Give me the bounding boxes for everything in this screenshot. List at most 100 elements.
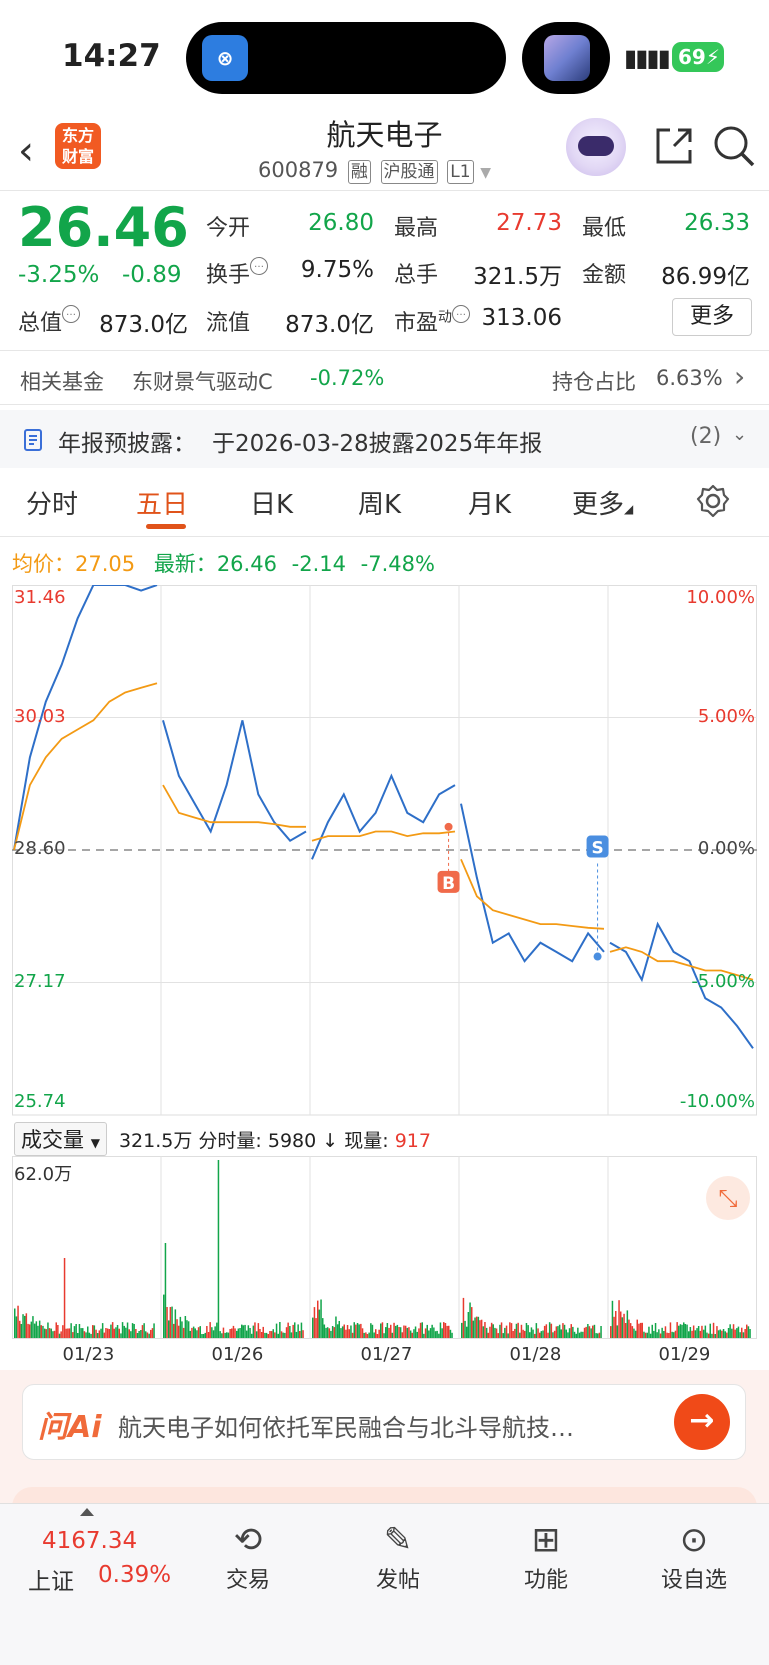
nav-post[interactable]: ✎ 发帖 (348, 1518, 448, 1594)
volume-bar (507, 1333, 509, 1338)
low-label: 最低 (582, 216, 627, 241)
nav-watchlist[interactable]: ⊙ 设自选 (644, 1518, 744, 1594)
trade-icon: ⟲ (233, 1520, 263, 1560)
volume-chart[interactable] (12, 1156, 757, 1340)
expand-up-icon[interactable] (80, 1508, 94, 1516)
volume-bar (727, 1328, 730, 1338)
volume-bar (63, 1258, 66, 1338)
expand-icon[interactable]: ⤡ (706, 1176, 750, 1220)
volume-bar (153, 1323, 155, 1338)
change-value: -0.89 (122, 262, 182, 288)
volume-bar (702, 1329, 705, 1338)
volume-bar (553, 1330, 556, 1338)
turnover-label[interactable]: 换手… (206, 257, 269, 289)
volume-bar (126, 1322, 129, 1338)
volume-bar (644, 1332, 647, 1338)
volume-bar (15, 1316, 18, 1338)
volume-bar (358, 1324, 360, 1338)
volume-bar (345, 1329, 347, 1338)
ai-suggestion-text[interactable]: 航天电子如何依托军民融合与北斗导航技… (118, 1414, 574, 1442)
index-value[interactable]: 4167.34 (42, 1528, 138, 1554)
volume-bar (388, 1327, 390, 1338)
volume-bar (692, 1325, 695, 1338)
tab-weekly-k[interactable]: 周K (358, 490, 402, 520)
price-chart[interactable]: BS (12, 585, 757, 1117)
annual-report-row[interactable]: 年报预披露： 于2026-03-28披露2025年年报 (2) ⌄ (0, 410, 769, 468)
tab-five-day[interactable]: 五日 (136, 490, 189, 520)
volume-bar (466, 1326, 468, 1338)
media-app-icon[interactable] (544, 35, 590, 81)
volume-bar (217, 1160, 220, 1338)
volume-bar (714, 1334, 716, 1338)
volume-bar (106, 1328, 109, 1338)
down-arrow-icon: ↓ (322, 1130, 339, 1152)
volume-bar (691, 1330, 693, 1338)
tab-daily-k[interactable]: 日K (250, 490, 294, 520)
volume-bar (712, 1322, 715, 1338)
volume-bar (421, 1322, 423, 1338)
arrow-right-icon[interactable]: → (674, 1394, 730, 1450)
volume-bar (227, 1332, 230, 1338)
ai-question-box[interactable] (22, 1384, 746, 1460)
back-icon[interactable]: ‹ (18, 128, 34, 174)
volume-bar (113, 1328, 115, 1338)
related-fund-row[interactable]: 相关基金 东财景气驱动C -0.72% 持仓占比 6.63% › (0, 352, 769, 400)
volume-indicator-select[interactable]: 成交量 ▼ (14, 1122, 107, 1156)
fund-row-label: 相关基金 (20, 370, 104, 394)
railway-app-icon[interactable]: ⊗ (202, 35, 248, 81)
volume-bar (257, 1323, 260, 1338)
nav-trade[interactable]: ⟲ 交易 (198, 1518, 298, 1594)
settings-icon[interactable] (696, 484, 730, 518)
volume-bar (385, 1327, 387, 1338)
volume-bar (429, 1328, 432, 1338)
avg-price-line (311, 830, 456, 842)
eastmoney-logo[interactable]: 东方 财富 (55, 123, 101, 169)
volume-bar (376, 1334, 379, 1338)
stock-code-row[interactable]: 600879 融 沪股通 L1 ▼ (258, 158, 491, 184)
volume-bar (746, 1324, 748, 1338)
pe-label[interactable]: 市盈动… (394, 305, 471, 337)
volume-value: 321.5万 (473, 264, 562, 290)
latest-change: -2.14 (291, 552, 346, 576)
tab-more[interactable]: 更多◢ (572, 490, 634, 520)
volume-bar (236, 1330, 238, 1338)
search-icon[interactable] (712, 124, 756, 168)
volume-bar (696, 1328, 698, 1338)
mktcap-label[interactable]: 总值… (18, 305, 81, 337)
tab-monthly-k[interactable]: 月K (468, 490, 512, 520)
more-button[interactable]: 更多 (672, 298, 752, 336)
volume-bar (598, 1332, 601, 1338)
volume-bar (540, 1331, 543, 1338)
volume-bar (202, 1334, 205, 1338)
volume-bar (237, 1328, 240, 1338)
volume-bar (597, 1333, 599, 1338)
volume-bar (177, 1325, 180, 1338)
volume-bar (201, 1334, 203, 1338)
current-price: 26.46 (18, 196, 189, 259)
volume-bar (739, 1332, 741, 1338)
volume-bar (313, 1307, 316, 1338)
nav-apps[interactable]: ⊞ 功能 (496, 1518, 596, 1594)
volume-bar (681, 1324, 683, 1338)
volume-bar (661, 1327, 663, 1338)
index-name[interactable]: 上证 (28, 1569, 74, 1595)
volume-bar (527, 1325, 529, 1338)
share-icon[interactable] (652, 124, 696, 168)
high-value: 27.73 (496, 210, 562, 236)
volume-bar (512, 1331, 514, 1338)
volume-bar (438, 1333, 440, 1338)
volume-bar (449, 1329, 452, 1338)
volume-bar (570, 1324, 572, 1338)
volume-bar (110, 1324, 112, 1338)
volume-bar (360, 1323, 362, 1338)
volume-bar (542, 1330, 544, 1338)
price-tick-label: 25.74 (14, 1091, 66, 1112)
volume-bar (484, 1322, 486, 1338)
volume-bar (300, 1322, 303, 1338)
volume-bar (497, 1333, 499, 1338)
tab-intraday[interactable]: 分时 (26, 490, 79, 520)
volume-bar (653, 1330, 655, 1338)
index-change[interactable]: 0.39% (98, 1562, 172, 1588)
volume-bar (717, 1330, 720, 1338)
volume-bar (411, 1332, 413, 1338)
